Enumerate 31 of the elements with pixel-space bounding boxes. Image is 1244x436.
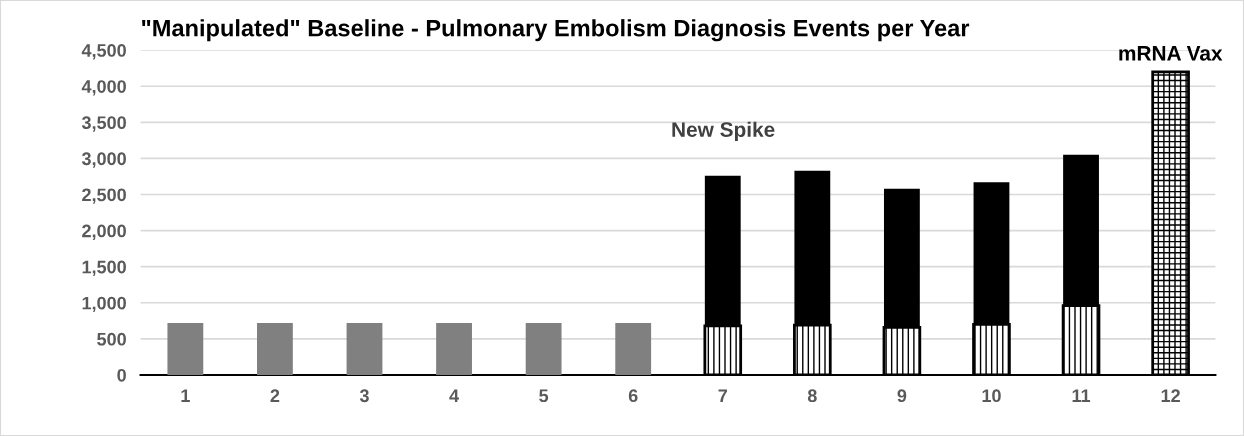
y-tick-label: 3,000 bbox=[81, 152, 126, 168]
bar bbox=[257, 322, 293, 375]
bar bbox=[167, 322, 204, 375]
x-tick-label: 8 bbox=[807, 389, 817, 403]
y-tick-label: 4,000 bbox=[81, 80, 126, 96]
chart-title: "Manipulated" Baseline - Pulmonary Embolism Diagnosis Events per Year bbox=[142, 19, 970, 42]
x-tick-label: 5 bbox=[539, 389, 549, 403]
y-tick-label: 3,500 bbox=[81, 116, 126, 132]
annotation: mRNA Vax bbox=[1119, 46, 1223, 61]
y-tick-label: 4,500 bbox=[81, 44, 126, 60]
x-tick-label: 9 bbox=[897, 389, 907, 403]
x-tick-label: 7 bbox=[718, 389, 727, 402]
bar bbox=[436, 322, 472, 375]
y-tick-label: 1,000 bbox=[82, 296, 126, 313]
bar bbox=[525, 322, 562, 375]
bar bbox=[615, 322, 652, 375]
x-tick-label: 4 bbox=[449, 389, 459, 402]
x-tick-label: 12 bbox=[1161, 389, 1180, 402]
y-tick-label: 0 bbox=[117, 368, 126, 382]
x-tick-label: 1 bbox=[181, 389, 190, 402]
annotation: New Spike bbox=[672, 121, 775, 142]
y-tick-label: 500 bbox=[97, 332, 126, 346]
y-tick-label: 1,500 bbox=[82, 260, 126, 277]
y-tick-label: 2,500 bbox=[82, 188, 126, 204]
bar bbox=[346, 322, 383, 375]
x-tick-label: 10 bbox=[982, 389, 1001, 403]
x-tick-label: 2 bbox=[270, 389, 280, 402]
x-tick-label: 11 bbox=[1072, 389, 1091, 402]
x-tick-label: 3 bbox=[359, 389, 369, 403]
x-tick-label: 6 bbox=[628, 389, 638, 403]
y-tick-label: 2,000 bbox=[82, 224, 126, 240]
